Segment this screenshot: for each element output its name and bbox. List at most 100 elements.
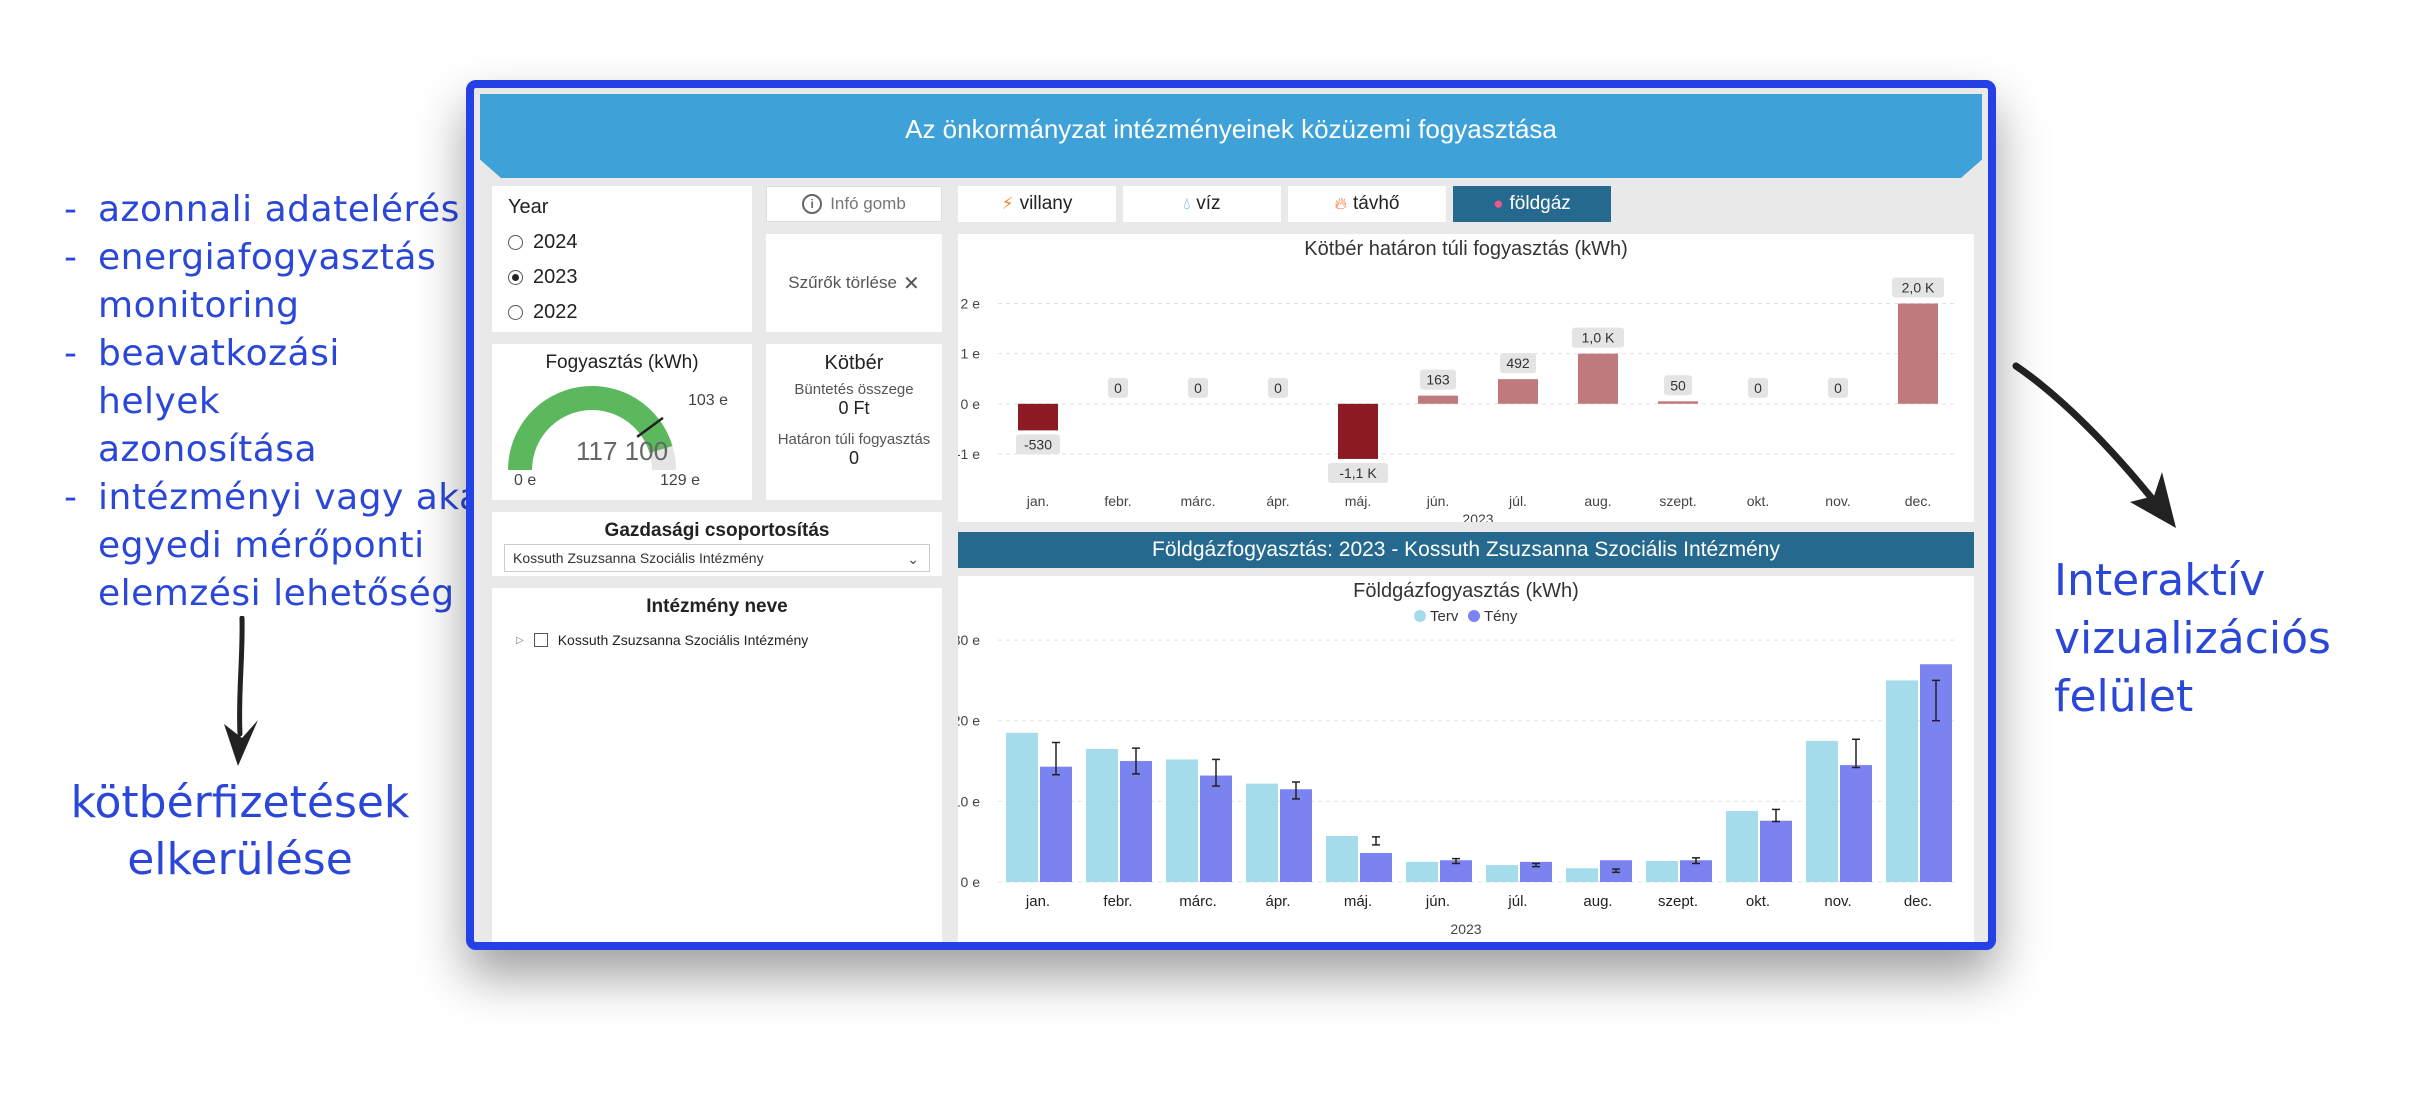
bar — [1006, 732, 1038, 882]
right-caption-line: Interaktív — [2054, 555, 2266, 606]
gas-chart-card: Földgázfogyasztás (kWh) Terv Tény 30 e 20 e… — [958, 576, 1974, 942]
data-label: 163 — [1426, 372, 1450, 388]
water-drop-icon: 💧︎ — [1183, 194, 1191, 213]
bar — [1486, 865, 1518, 882]
gas-chart-title: Földgázfogyasztás (kWh) — [1353, 580, 1579, 602]
data-label: 0 — [1194, 380, 1202, 396]
gas-bottle-icon: ● — [1493, 194, 1504, 213]
excess-consumption-label: Határon túli fogyasztás — [777, 431, 931, 448]
bar — [1520, 861, 1552, 882]
bar — [1326, 836, 1358, 882]
bar — [1658, 401, 1698, 404]
x-tick-label: szept. — [1658, 893, 1698, 910]
tab-tavho[interactable]: 🔥︎ távhő — [1288, 186, 1446, 222]
data-label-bg — [1016, 434, 1060, 455]
data-label: 2,0 K — [1902, 280, 1935, 296]
data-label: 1,0 K — [1582, 330, 1615, 346]
x-tick-label: okt. — [1747, 493, 1770, 509]
gauge-target-marker — [636, 416, 664, 438]
x-tick-label: jan. — [1026, 493, 1050, 509]
checkbox[interactable] — [533, 633, 548, 647]
x-tick-label: dec. — [1905, 493, 1931, 509]
radio-button[interactable] — [508, 305, 523, 320]
tab-foldgaz[interactable]: ● földgáz — [1453, 186, 1611, 222]
feature-bullet: - energiafogyasztás monitoring — [64, 234, 518, 330]
grouping-title: Gazdasági csoportosítás — [604, 520, 830, 541]
institution-title: Intézmény neve — [646, 596, 788, 617]
x-tick-label: máj. — [1345, 493, 1371, 509]
gauge-fill — [508, 385, 673, 470]
data-label-bg — [1108, 377, 1128, 398]
penalty-chart-card: Kötbér határon túli fogyasztás (kWh) 2 e… — [958, 234, 1974, 522]
down-arrow-icon — [224, 616, 258, 766]
bar — [1898, 303, 1938, 404]
clear-filters-label: Szűrők törlése — [788, 273, 897, 292]
feature-bullet-list: - azonnali adatelérés - energiafogyasztás … — [64, 186, 518, 618]
dashboard-title: Az önkormányzat intézményeinek közüzemi … — [905, 114, 1557, 144]
tab-viz[interactable]: 💧︎ víz — [1123, 186, 1281, 222]
x-tick-label: dec. — [1904, 893, 1932, 910]
bar — [1418, 395, 1458, 404]
year-option-2023[interactable]: 2023 — [508, 260, 736, 295]
legend-label: Tény — [1484, 608, 1518, 625]
grouping-slicer: Gazdasági csoportosítás Kossuth Zsuzsann… — [492, 512, 942, 576]
feature-bullet: - beavatkozási helyek azonosítása — [64, 330, 518, 474]
consumption-gauge: Fogyasztás (kWh) 117 100 0 e 129 e 103 e — [492, 344, 752, 500]
y-tick-label: 2 e — [961, 296, 981, 312]
penalty-title: Kötbér — [824, 352, 884, 374]
bullet-marker: - — [64, 333, 78, 374]
gauge-value: 117 100 — [575, 436, 669, 466]
year-option-2022[interactable]: 2022 — [508, 295, 736, 330]
radio-button[interactable] — [508, 270, 523, 285]
x-tick-label: márc. — [1179, 893, 1217, 910]
data-label: 50 — [1670, 377, 1686, 393]
bar — [1166, 759, 1198, 882]
gauge-graphic — [508, 385, 676, 470]
institution-item[interactable]: ▷ Kossuth Zsuzsanna Szociális Intézmény — [516, 632, 942, 648]
info-button[interactable]: i Infó gomb — [766, 186, 942, 222]
info-button-label: Infó gomb — [830, 194, 906, 213]
data-label-bg — [1328, 462, 1388, 483]
right-caption-line: vizualizációs — [2054, 613, 2331, 664]
x-tick-label: jún. — [1426, 493, 1450, 509]
x-axis-title: 2023 — [1462, 511, 1493, 522]
bar — [1040, 766, 1072, 882]
y-tick-label: 0 e — [961, 396, 981, 412]
bar — [1680, 860, 1712, 882]
y-tick-label: 0 e — [961, 874, 981, 890]
penalty-card: Kötbér Büntetés összege 0 Ft Határon túl… — [766, 344, 942, 500]
lightning-icon: ⚡︎ — [1001, 194, 1014, 213]
year-option-label: 2023 — [533, 266, 578, 288]
bar — [1086, 748, 1118, 882]
bar — [1806, 740, 1838, 882]
left-caption: kötbérfizetések elkerülése — [60, 774, 420, 888]
bullet-marker: - — [64, 189, 78, 230]
expand-triangle-icon[interactable]: ▷ — [516, 634, 524, 646]
legend-label: Terv — [1430, 608, 1459, 625]
year-slicer: Year 2024 2023 2022 — [492, 186, 752, 332]
bar — [1726, 811, 1758, 882]
x-tick-label: júl. — [1507, 893, 1527, 910]
data-label-bg — [1500, 353, 1536, 374]
penalty-amount-label: Büntetés összege — [794, 381, 914, 398]
bar — [1566, 868, 1598, 882]
bar — [1018, 403, 1058, 431]
bullet-text: azonnali adatelérés — [98, 189, 460, 230]
right-caption-line: felület — [2054, 671, 2194, 722]
grouping-dropdown[interactable]: Kossuth Zsuzsanna Szociális Intézmény ⌄ — [504, 544, 930, 572]
radio-button[interactable] — [508, 235, 523, 250]
clear-filters-button[interactable]: Szűrők törlése ✕ — [766, 234, 942, 332]
x-tick-label: febr. — [1104, 493, 1131, 509]
x-tick-label: febr. — [1103, 893, 1132, 910]
dashboard-header: Az önkormányzat intézményeinek közüzemi … — [480, 94, 1982, 178]
left-caption-line: kötbérfizetések — [70, 777, 410, 828]
bullet-text: beavatkozási helyek azonosítása — [98, 333, 340, 470]
gauge-title: Fogyasztás (kWh) — [545, 352, 699, 373]
tab-label: földgáz — [1509, 193, 1571, 214]
info-icon: i — [802, 194, 823, 214]
institution-item-label: Kossuth Zsuzsanna Szociális Intézmény — [557, 632, 809, 648]
year-option-2024[interactable]: 2024 — [508, 225, 736, 260]
bullet-marker: - — [64, 237, 78, 278]
tab-villany[interactable]: ⚡︎ villany — [958, 186, 1116, 222]
